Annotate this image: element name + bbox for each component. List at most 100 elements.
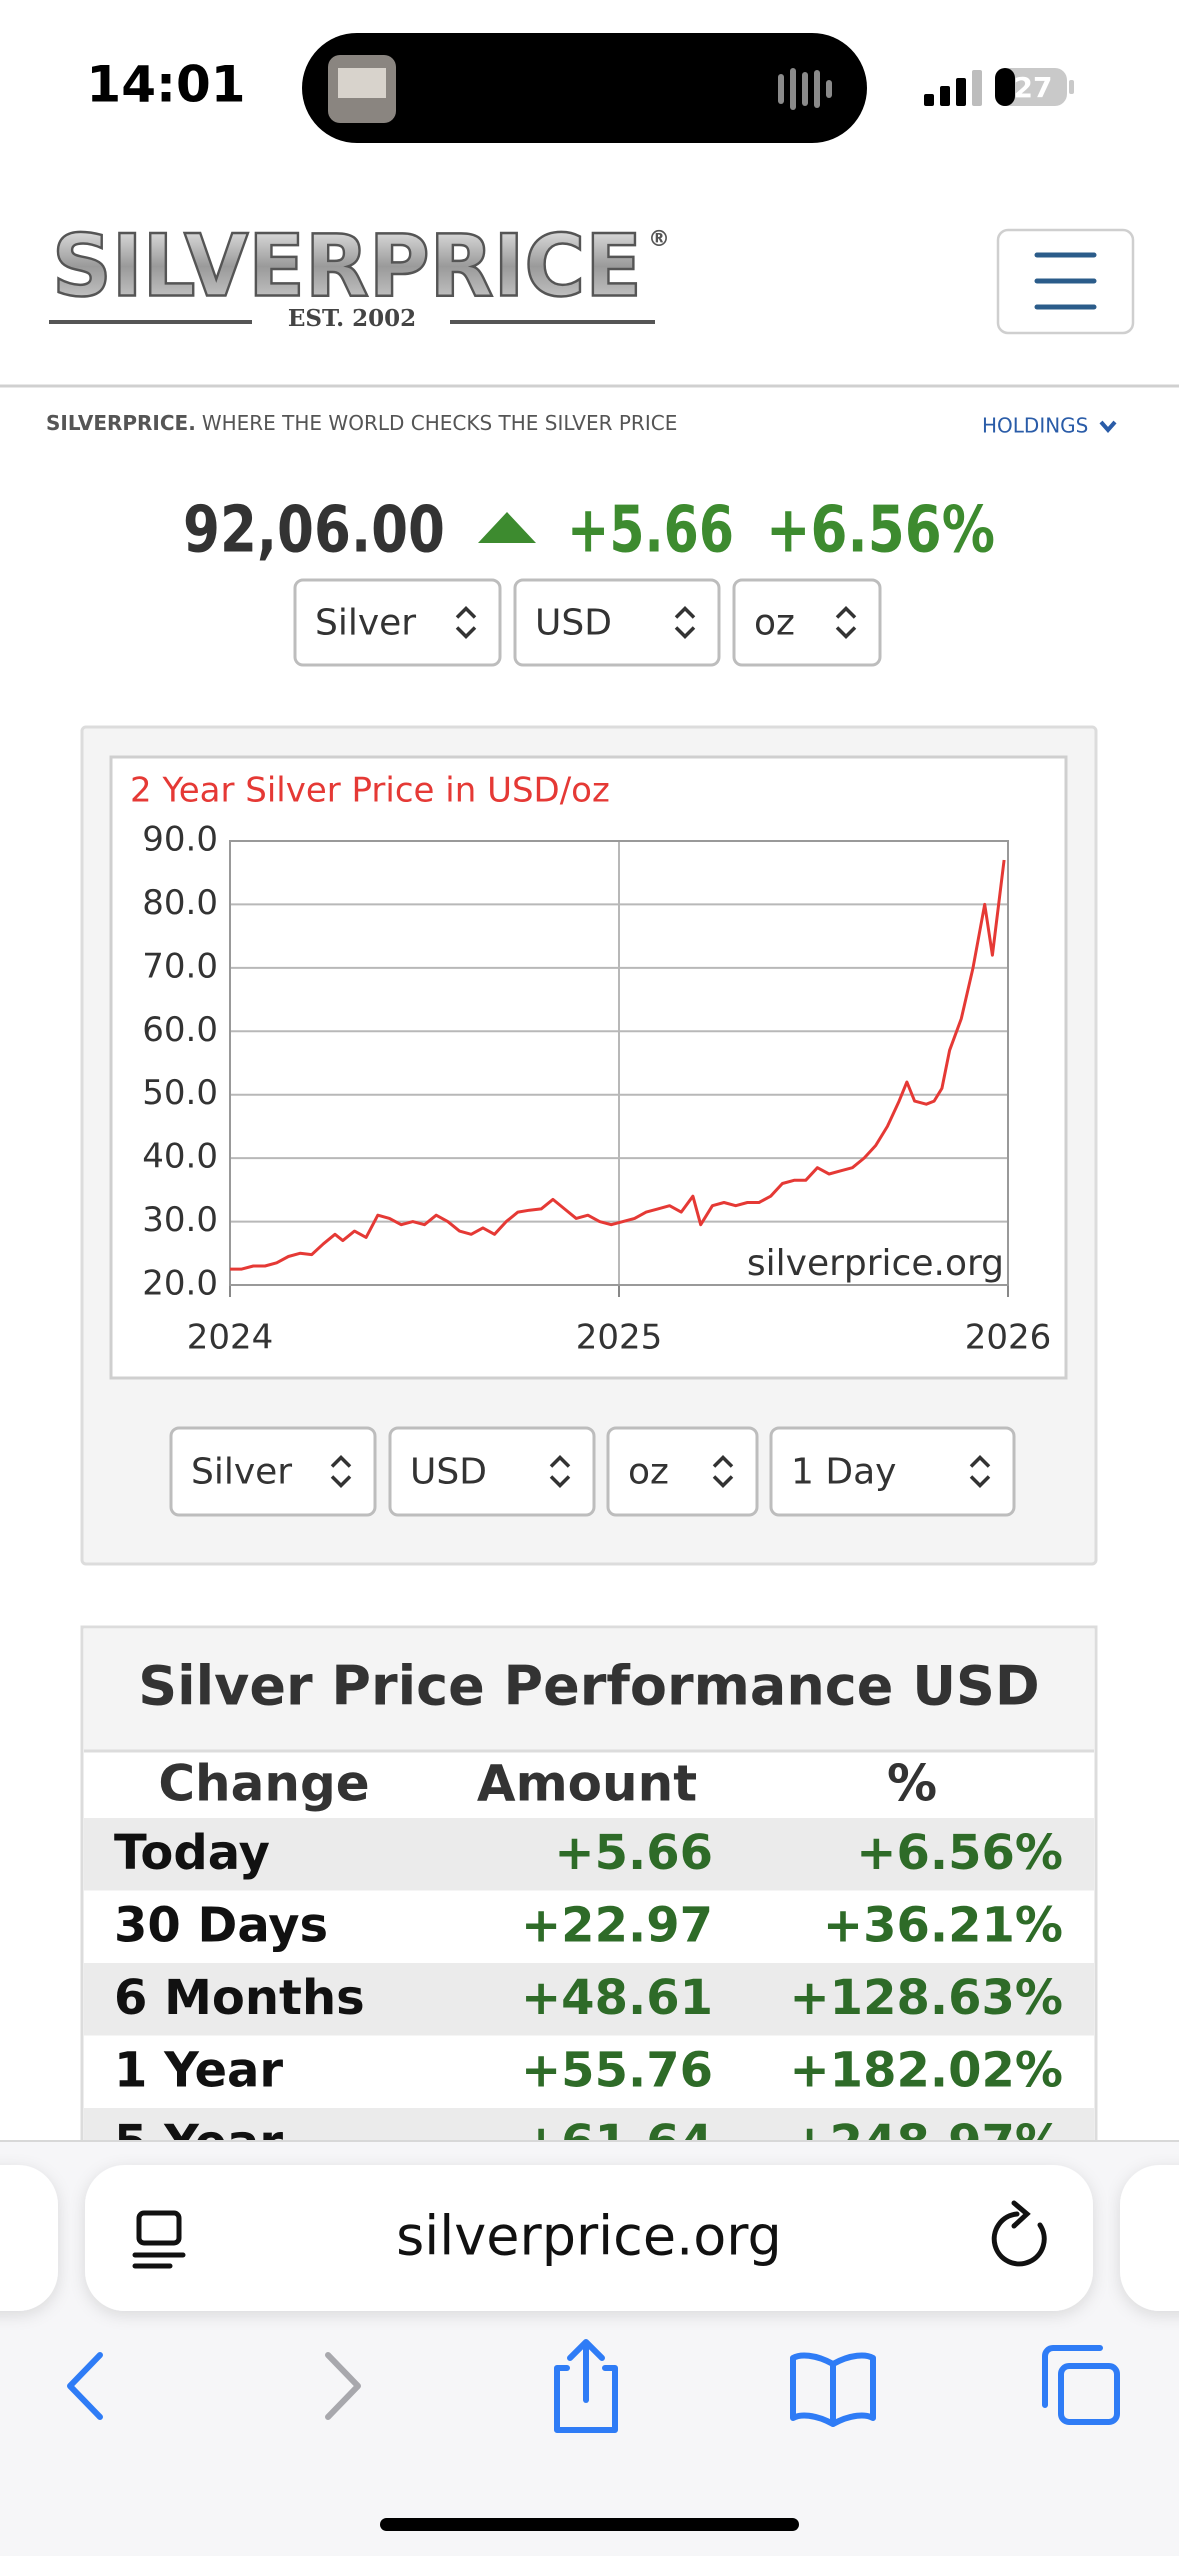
battery-percent: 27 — [1014, 71, 1053, 104]
table-row — [84, 1963, 1094, 2036]
share-button[interactable] — [554, 2339, 618, 2433]
select-chevron — [455, 626, 477, 639]
row-percent: +36.21% — [823, 1898, 1063, 1954]
up-arrow — [478, 512, 536, 543]
row-amount: +55.76 — [521, 2043, 713, 2099]
select-chevron — [969, 1455, 991, 1468]
select-chevron — [835, 626, 857, 639]
select[interactable] — [513, 578, 721, 667]
price-change: +5.66 — [567, 494, 734, 568]
x-tick-label: 2026 — [965, 1318, 1052, 1358]
chart-frame — [109, 755, 1068, 1380]
select-chevron — [712, 1475, 734, 1488]
select-value: USD — [535, 603, 612, 644]
tagline-brand: SILVERPRICE. — [46, 411, 196, 435]
select[interactable] — [606, 1426, 759, 1517]
y-tick-label: 80.0 — [142, 883, 218, 923]
select-value: USD — [410, 1452, 487, 1493]
y-tick-label: 30.0 — [142, 1200, 218, 1240]
select[interactable] — [769, 1426, 1016, 1517]
y-tick-label: 70.0 — [142, 946, 218, 986]
dynamic-island — [302, 33, 867, 143]
select-value: Silver — [315, 603, 416, 644]
url[interactable]: silverprice.org — [396, 2205, 782, 2268]
forward-button[interactable] — [325, 2352, 361, 2420]
table-row — [84, 2035, 1094, 2108]
web-content: SILVERPRICE ® EST. 2002 SILVERPRICE. WHER… — [0, 215, 1179, 2171]
holdings-chevron — [1099, 420, 1117, 434]
art-detail — [338, 68, 386, 98]
row-percent: +128.63% — [789, 1970, 1063, 2026]
row-percent: +182.02% — [789, 2043, 1063, 2099]
row-label: 6 Months — [114, 1970, 365, 2026]
table-title: Silver Price Performance USD — [138, 1655, 1040, 1718]
home-indicator — [380, 2518, 799, 2531]
select-value: 1 Day — [791, 1452, 896, 1493]
bookmarks-button[interactable] — [790, 2352, 876, 2427]
chart-title: 2 Year Silver Price in USD/oz — [130, 771, 610, 811]
price-change-percent: +6.56% — [766, 494, 995, 568]
x-tick-label: 2025 — [576, 1318, 663, 1358]
tagline: SILVERPRICE. WHERE THE WORLD CHECKS THE S… — [46, 411, 677, 435]
y-tick-label: 50.0 — [142, 1073, 218, 1113]
row-label: 30 Days — [114, 1898, 328, 1954]
select-value: oz — [754, 603, 795, 644]
select-value: Silver — [191, 1452, 292, 1493]
tagline-text: WHERE THE WORLD CHECKS THE SILVER PRICE — [202, 411, 678, 435]
established: EST. 2002 — [288, 305, 416, 332]
tabs-button[interactable] — [1042, 2345, 1120, 2425]
price-line — [230, 859, 1006, 1271]
select[interactable] — [293, 578, 502, 667]
site-header: SILVERPRICE ® EST. 2002 — [49, 215, 1135, 335]
column-header: % — [887, 1755, 937, 1813]
signal — [924, 70, 982, 106]
select-chevron — [674, 606, 696, 619]
browser-bar: silverprice.org — [0, 2140, 1179, 2556]
row-amount: +48.61 — [521, 1970, 713, 2026]
row-label: 5 Year — [114, 2115, 283, 2171]
select-chevron — [674, 626, 696, 639]
select-chevron — [549, 1475, 571, 1488]
reader-icon[interactable] — [132, 2210, 186, 2269]
row-amount: +22.97 — [521, 1898, 713, 1954]
reload-icon[interactable] — [991, 2200, 1047, 2267]
select-chevron — [969, 1475, 991, 1488]
waveform — [778, 68, 832, 110]
back-button[interactable] — [67, 2352, 103, 2420]
table-row — [84, 1818, 1094, 1891]
status-bar: 14:01 27 — [86, 33, 1074, 143]
y-tick-label: 60.0 — [142, 1010, 218, 1050]
column-header: Amount — [477, 1755, 697, 1813]
y-tick-label: 40.0 — [142, 1137, 218, 1177]
y-tick-label: 90.0 — [142, 820, 218, 860]
column-header: Change — [158, 1755, 369, 1813]
address-bar[interactable] — [85, 2165, 1093, 2311]
select[interactable] — [732, 578, 882, 667]
table-rows: Today +5.66 +6.56% 30 Days +22.97 +36.21% 6 Mo… — [84, 1818, 1094, 2171]
row-label: 1 Year — [114, 2043, 283, 2099]
next-tab-pill[interactable] — [1120, 2165, 1179, 2311]
select-chevron — [455, 606, 477, 619]
logo[interactable]: SILVERPRICE — [51, 215, 644, 318]
select[interactable] — [169, 1426, 377, 1517]
select-chevron — [330, 1475, 352, 1488]
select-chevron — [549, 1455, 571, 1468]
watermark: silverprice.org — [747, 1243, 1004, 1284]
battery-tip — [1069, 80, 1074, 94]
select-value: oz — [628, 1452, 669, 1493]
menu-icon — [1034, 252, 1097, 310]
select-chevron — [835, 606, 857, 619]
select-chevron — [712, 1455, 734, 1468]
row-percent: +6.56% — [856, 1825, 1063, 1881]
select[interactable] — [388, 1426, 596, 1517]
prev-tab-pill[interactable] — [0, 2165, 58, 2311]
holdings-link[interactable]: HOLDINGS — [982, 414, 1088, 438]
table-title-band — [84, 1629, 1094, 1751]
y-tick-label: 20.0 — [142, 1264, 218, 1304]
select-chevron — [330, 1455, 352, 1468]
plot-border — [229, 840, 1009, 1286]
row-amount: +5.66 — [554, 1825, 713, 1881]
row-amount: +61.64 — [521, 2115, 713, 2171]
